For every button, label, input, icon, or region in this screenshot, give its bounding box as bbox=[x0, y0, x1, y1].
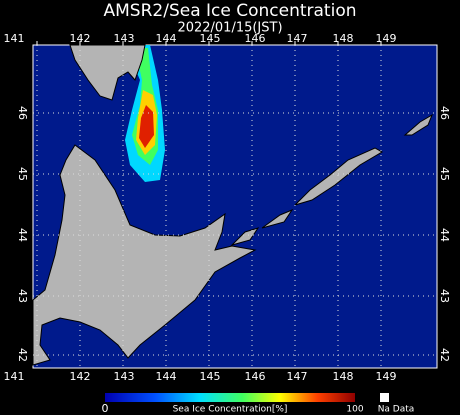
colorbar bbox=[105, 393, 355, 402]
lon-label-bottom: 149 bbox=[376, 370, 397, 383]
lat-label-right: 46 bbox=[438, 106, 451, 120]
lon-label-top: 144 bbox=[156, 32, 177, 45]
lat-label-left: 42 bbox=[16, 348, 29, 362]
lon-label-top: 142 bbox=[70, 32, 91, 45]
date: 2022/01/15(JST) bbox=[177, 21, 282, 36]
lat-label-right: 45 bbox=[438, 167, 451, 181]
lat-label-left: 46 bbox=[16, 106, 29, 120]
title: AMSR2/Sea Ice Concentration bbox=[104, 1, 357, 21]
legend-max: 100 bbox=[346, 405, 363, 415]
lon-label-top: 145 bbox=[200, 32, 221, 45]
lat-label-left: 43 bbox=[16, 289, 29, 303]
lat-label-right: 44 bbox=[438, 228, 451, 242]
hokkaido bbox=[32, 144, 257, 366]
kunashiri bbox=[230, 227, 260, 246]
lon-label-bottom: 142 bbox=[70, 370, 91, 383]
graticule: 141 142 143 144 145 146 147 148 149 141 142 143 144 1… bbox=[4, 32, 452, 383]
lon-label-top: 143 bbox=[114, 32, 135, 45]
lon-label-top: 149 bbox=[376, 32, 397, 45]
lon-label-bottom: 145 bbox=[200, 370, 221, 383]
ice-max bbox=[139, 105, 154, 148]
shikotan bbox=[261, 208, 294, 229]
no-data-swatch bbox=[380, 393, 389, 402]
lon-label-top: 148 bbox=[333, 32, 354, 45]
lon-label-top: 146 bbox=[245, 32, 266, 45]
lat-label-left: 44 bbox=[16, 228, 29, 242]
lon-label-top: 147 bbox=[287, 32, 308, 45]
sakhalin bbox=[69, 44, 146, 101]
lon-label-bottom: 141 bbox=[4, 370, 25, 383]
legend-min: 0 bbox=[102, 402, 109, 415]
map bbox=[32, 44, 438, 369]
legend-label: Sea Ice Concentration[%] bbox=[173, 405, 288, 415]
lon-label-top: 141 bbox=[4, 32, 25, 45]
lon-label-bottom: 146 bbox=[245, 370, 266, 383]
lon-label-bottom: 143 bbox=[114, 370, 135, 383]
legend-no-data: Na Data bbox=[378, 405, 415, 415]
etorofu bbox=[294, 147, 383, 206]
lon-label-bottom: 148 bbox=[333, 370, 354, 383]
urup bbox=[403, 113, 434, 136]
lat-label-right: 42 bbox=[438, 348, 451, 362]
lat-label-right: 43 bbox=[438, 289, 451, 303]
lat-label-left: 45 bbox=[16, 167, 29, 181]
lon-label-bottom: 147 bbox=[287, 370, 308, 383]
lon-label-bottom: 144 bbox=[156, 370, 177, 383]
